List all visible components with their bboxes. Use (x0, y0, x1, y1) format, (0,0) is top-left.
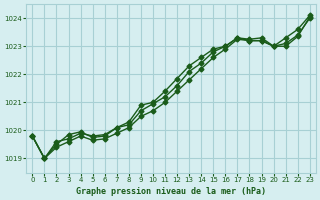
X-axis label: Graphe pression niveau de la mer (hPa): Graphe pression niveau de la mer (hPa) (76, 187, 266, 196)
